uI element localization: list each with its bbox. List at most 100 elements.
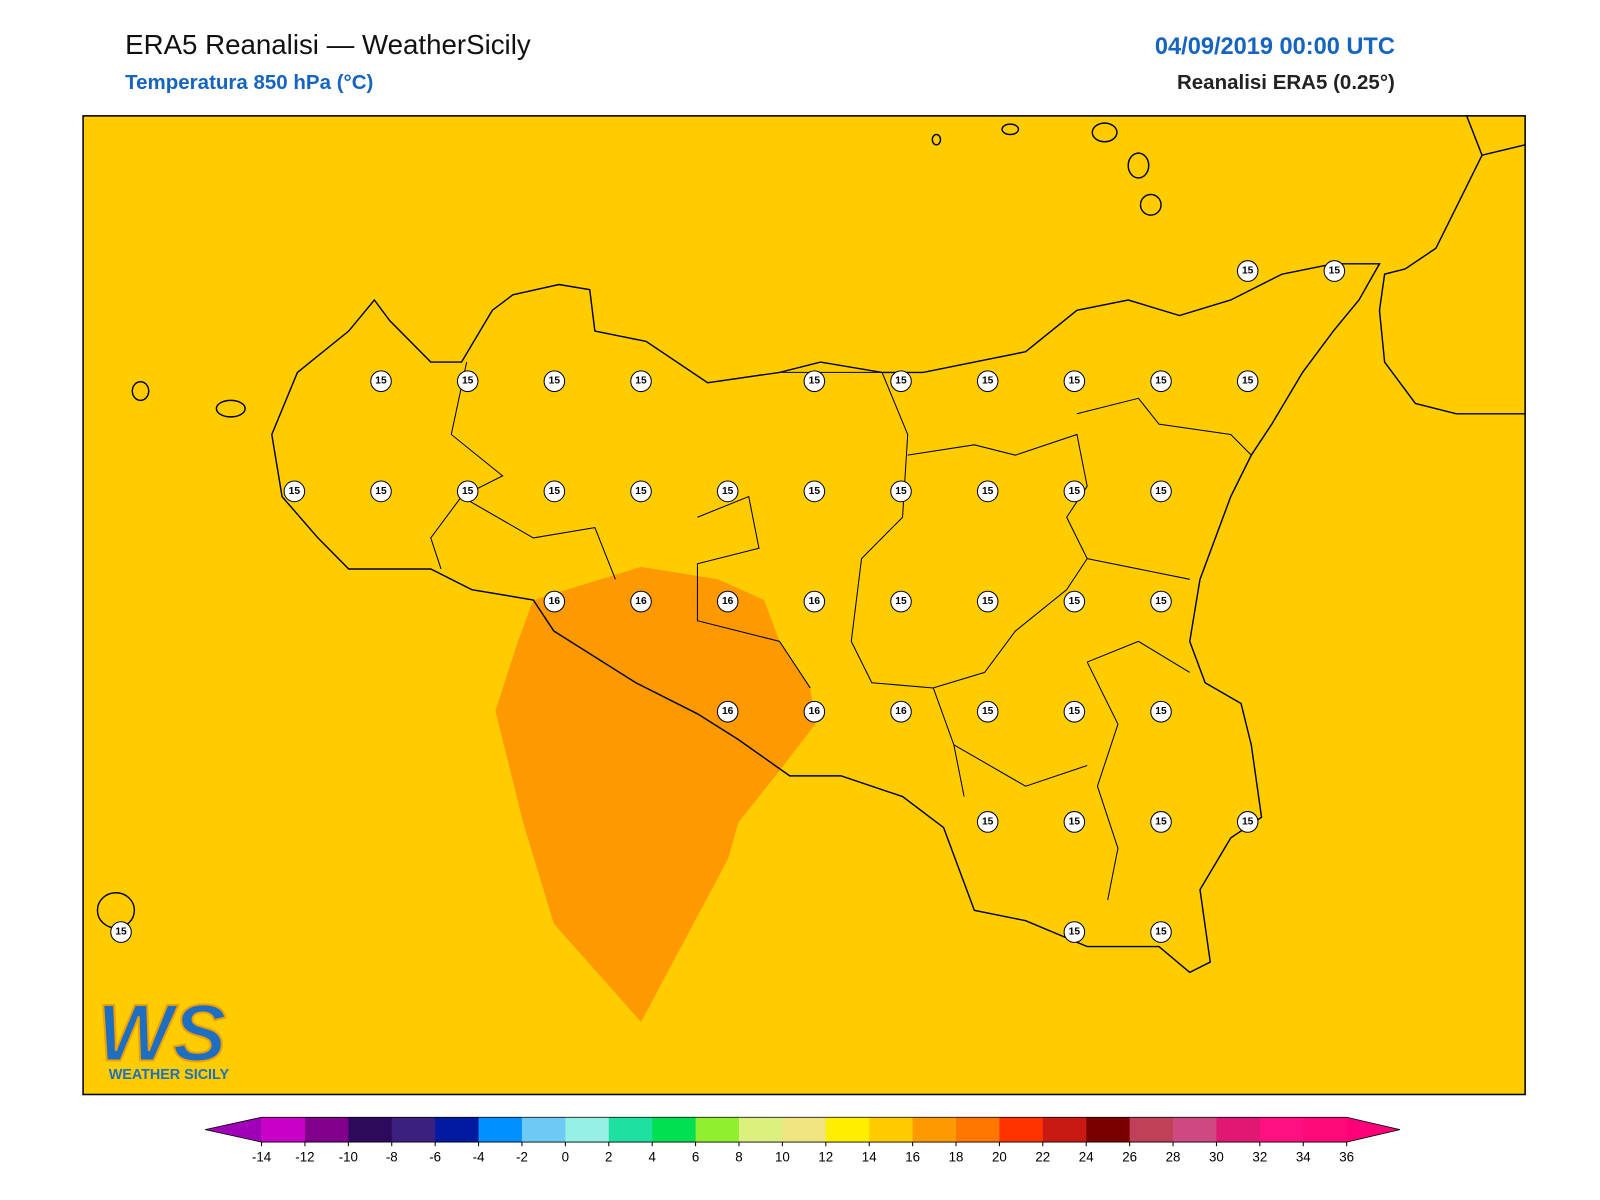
grid-point: 15 (716, 480, 739, 503)
point-marker (1236, 811, 1259, 833)
colorbar-segment (435, 1117, 480, 1143)
point-marker (1063, 921, 1086, 943)
point-marker (890, 700, 912, 723)
grid-point: 15 (1063, 921, 1086, 943)
colorbar-tick-label: 8 (735, 1150, 742, 1165)
colorbar-tick-label: 28 (1166, 1150, 1181, 1165)
grid-point: 15 (1150, 590, 1172, 613)
colorbar-tick-label: 30 (1209, 1150, 1224, 1165)
colorbar-segment (738, 1117, 783, 1143)
point-marker (1150, 811, 1172, 833)
point-marker (976, 811, 999, 833)
grid-point: 15 (1150, 811, 1172, 833)
colorbar-tick-label: 0 (562, 1150, 569, 1165)
point-marker (543, 480, 566, 503)
point-value: 16 (895, 706, 907, 717)
grid-point: 15 (1150, 921, 1172, 943)
point-value: 15 (1069, 706, 1081, 717)
colorbar-under (205, 1117, 262, 1143)
province-borders (430, 361, 1252, 901)
grid-point: 15 (890, 480, 912, 503)
point-marker (1236, 260, 1259, 282)
grid-point: 15 (976, 370, 999, 393)
point-marker (803, 480, 826, 503)
colorbar-segment (478, 1117, 523, 1143)
point-marker (1063, 370, 1086, 393)
colorbar-tick-label: 14 (862, 1150, 877, 1165)
point-value: 15 (1155, 927, 1167, 938)
title: ERA5 Reanalisi — WeatherSicily (125, 29, 531, 60)
colorbar-segment (1086, 1117, 1131, 1143)
colorbar-segment (825, 1117, 870, 1143)
point-marker (890, 590, 912, 613)
colorbar-segment (782, 1117, 827, 1143)
point-value: 15 (1155, 706, 1167, 717)
point-marker (1150, 480, 1172, 503)
calabria-coast (1378, 115, 1526, 415)
point-marker (716, 700, 739, 723)
point-marker (630, 480, 652, 503)
grid-point: 16 (890, 700, 912, 723)
grid-point: 15 (1236, 260, 1259, 282)
colorbar-segment (652, 1117, 697, 1143)
grid-point: 16 (543, 590, 566, 613)
grid-point: 15 (890, 370, 912, 393)
colorbar-segment (1303, 1117, 1348, 1143)
point-marker (803, 590, 826, 613)
map-frame (82, 115, 1526, 1096)
point-marker (1150, 700, 1172, 723)
point-value: 15 (1069, 596, 1081, 607)
point-value: 15 (635, 486, 647, 497)
grid-point: 15 (1063, 700, 1086, 723)
grid-point: 15 (803, 370, 826, 393)
logo: WS WEATHER SICILY (96, 987, 230, 1083)
colorbar-segment (1216, 1117, 1261, 1143)
colorbar-tick-label: 10 (775, 1150, 790, 1165)
colorbar-tick-label: -4 (473, 1150, 485, 1165)
point-value: 15 (1069, 816, 1081, 827)
colorbar-tick-label: 16 (905, 1150, 920, 1165)
grid-point: 16 (803, 700, 826, 723)
colorbar-tick-label: -6 (429, 1150, 441, 1165)
grid-point: 15 (370, 370, 392, 393)
point-value: 15 (549, 486, 561, 497)
grid-point: 16 (803, 590, 826, 613)
point-value: 15 (982, 486, 994, 497)
grid-point: 15 (890, 590, 912, 613)
point-value: 16 (549, 596, 561, 607)
point-marker (370, 370, 392, 393)
colorbar: -14 -12 -10 -8 -6 -4 -2 0 2 4 6 8 10 12 14 16 18 20 22 24 26… (205, 1116, 1401, 1165)
grid-point: 15 (630, 370, 652, 393)
grid-point: 15 (1150, 700, 1172, 723)
point-value: 15 (375, 376, 387, 387)
grid-point: 15 (976, 811, 999, 833)
logo-mark: WS (97, 988, 226, 1078)
colorbar-segment (695, 1117, 740, 1143)
colorbar-segment (304, 1117, 349, 1143)
point-value: 15 (982, 706, 994, 717)
grid-point: 15 (1323, 260, 1346, 282)
logo-text: WEATHER SICILY (109, 1067, 230, 1083)
point-value: 15 (1155, 486, 1167, 497)
grid-point: 15 (630, 480, 652, 503)
point-value: 16 (809, 706, 821, 717)
point-marker (976, 590, 999, 613)
point-value: 15 (462, 486, 474, 497)
point-marker (283, 480, 306, 503)
point-marker (630, 590, 652, 613)
warm-area (495, 566, 816, 1023)
point-marker (1236, 370, 1259, 393)
grid-point: 15 (456, 370, 479, 393)
grid-point: 15 (976, 480, 999, 503)
point-value: 15 (982, 376, 994, 387)
point-marker (1150, 921, 1172, 943)
colorbar-tick-label: 4 (648, 1150, 656, 1165)
point-marker (1063, 700, 1086, 723)
point-value: 15 (1155, 596, 1167, 607)
point-marker (716, 590, 739, 613)
colorbar-segment (912, 1117, 957, 1143)
subtitle: Temperatura 850 hPa (°C) (125, 71, 373, 94)
point-marker (456, 370, 479, 393)
point-marker (630, 370, 652, 393)
colorbar-segment (608, 1117, 653, 1143)
